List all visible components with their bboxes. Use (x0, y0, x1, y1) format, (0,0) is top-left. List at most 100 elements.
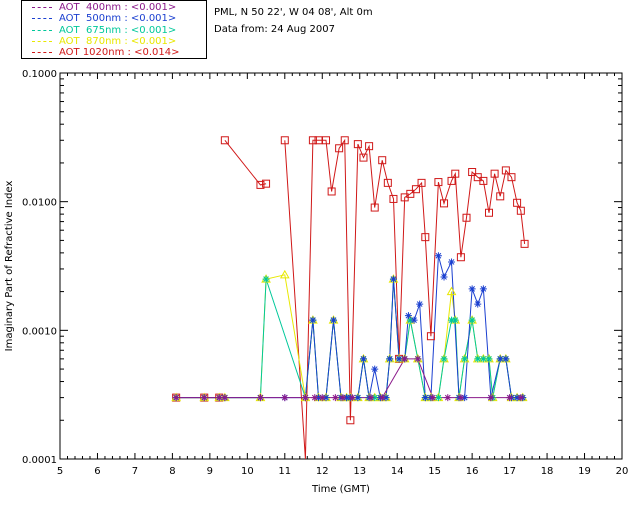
x-tick-label: 8 (169, 466, 175, 477)
data-point (516, 206, 525, 215)
location-info: PML, N 50 22', W 04 08', Alt 0m (214, 7, 373, 18)
data-point (434, 178, 443, 187)
data-point (343, 394, 351, 402)
data-point (346, 416, 355, 425)
data-point (353, 140, 362, 149)
data-point (371, 394, 379, 402)
legend-swatch (32, 18, 52, 20)
data-point (172, 394, 180, 402)
data-point (371, 365, 379, 373)
data-point (446, 286, 457, 296)
x-tick-label: 13 (353, 466, 366, 477)
data-point (444, 394, 452, 402)
data-point (215, 394, 223, 402)
legend-label: AOT 400nm : <0.001> (59, 2, 177, 13)
data-point (479, 176, 488, 185)
legend-label: AOT 500nm : <0.001> (59, 13, 177, 25)
data-point (507, 173, 516, 182)
data-point (456, 253, 465, 262)
y-tick-label: 0.1000 (22, 69, 57, 80)
data-point (322, 136, 331, 145)
x-tick-label: 10 (241, 466, 254, 477)
legend-swatch (32, 7, 52, 8)
data-point (281, 394, 289, 402)
x-tick-label: 17 (503, 466, 516, 477)
data-point (462, 213, 471, 222)
data-point (414, 355, 422, 363)
data-point (448, 258, 456, 266)
x-tick-label: 19 (578, 466, 591, 477)
data-point (322, 394, 330, 402)
data-point (301, 394, 309, 402)
data-point (421, 233, 430, 242)
series-line (176, 358, 521, 399)
data-point (359, 153, 368, 162)
data-point (468, 168, 477, 177)
data-point (416, 300, 424, 308)
data-point (308, 136, 317, 145)
x-tick-label: 7 (132, 466, 138, 477)
legend-entry: AOT 675nm : <0.001> (22, 25, 208, 36)
data-point (354, 394, 362, 402)
data-point (221, 394, 229, 402)
data-point (401, 355, 409, 363)
axis-ticks: 5 6 7 8 9 10 11 12 13 14 15 16 17 18 19 20 0.0001 0.0010 0… (22, 69, 628, 477)
data-point (496, 192, 505, 201)
data-point (378, 156, 387, 165)
data-point (461, 394, 469, 402)
data-point (440, 273, 448, 281)
data-point (256, 180, 265, 189)
x-axis-title: Time (GMT) (311, 484, 370, 495)
x-tick-label: 9 (207, 466, 213, 477)
series-lines (176, 138, 526, 460)
legend-label: AOT 1020nm : <0.014> (59, 47, 180, 59)
x-tick-label: 14 (391, 466, 404, 477)
data-point (485, 355, 493, 363)
data-point (506, 394, 514, 402)
data-point (429, 394, 437, 402)
data-point (502, 355, 510, 363)
data-point (484, 208, 493, 217)
x-tick-label: 11 (278, 466, 291, 477)
data-point (370, 203, 379, 212)
series-line (284, 138, 526, 460)
data-point (339, 394, 347, 402)
data-point (421, 394, 429, 402)
x-tick-label: 16 (466, 466, 479, 477)
data-point (479, 285, 487, 293)
data-point (365, 142, 374, 151)
data-point (448, 316, 456, 324)
data-point (386, 355, 394, 363)
data-point (468, 285, 476, 293)
data-point (457, 394, 465, 402)
legend-label: AOT 675nm : <0.001> (59, 24, 177, 36)
legend-swatch (32, 29, 52, 31)
legend-label: AOT 870nm : <0.001> (59, 35, 177, 47)
data-point (411, 185, 420, 194)
data-point (378, 394, 386, 402)
data-point (426, 332, 435, 341)
data-point (474, 355, 482, 363)
data-point (382, 394, 390, 402)
data-point (315, 394, 323, 402)
data-point (517, 394, 525, 402)
data-point (359, 355, 367, 363)
x-tick-label: 20 (616, 466, 629, 477)
legend: AOT 400nm : <0.001> AOT 500nm : <0.001> AO… (21, 0, 207, 59)
data-point (367, 394, 375, 402)
data-point (404, 312, 412, 320)
data-point (406, 189, 415, 198)
data-point (513, 394, 521, 402)
series-line (224, 139, 267, 186)
legend-entry: AOT 400nm : <0.001> (22, 2, 208, 13)
data-point (474, 300, 482, 308)
data-point (331, 394, 339, 402)
data-point (327, 187, 336, 196)
x-tick-label: 5 (57, 466, 63, 477)
data-point (311, 394, 319, 402)
x-tick-label: 18 (541, 466, 554, 477)
data-point (279, 269, 290, 279)
y-tick-label: 0.0100 (22, 198, 57, 209)
data-point (220, 136, 229, 145)
